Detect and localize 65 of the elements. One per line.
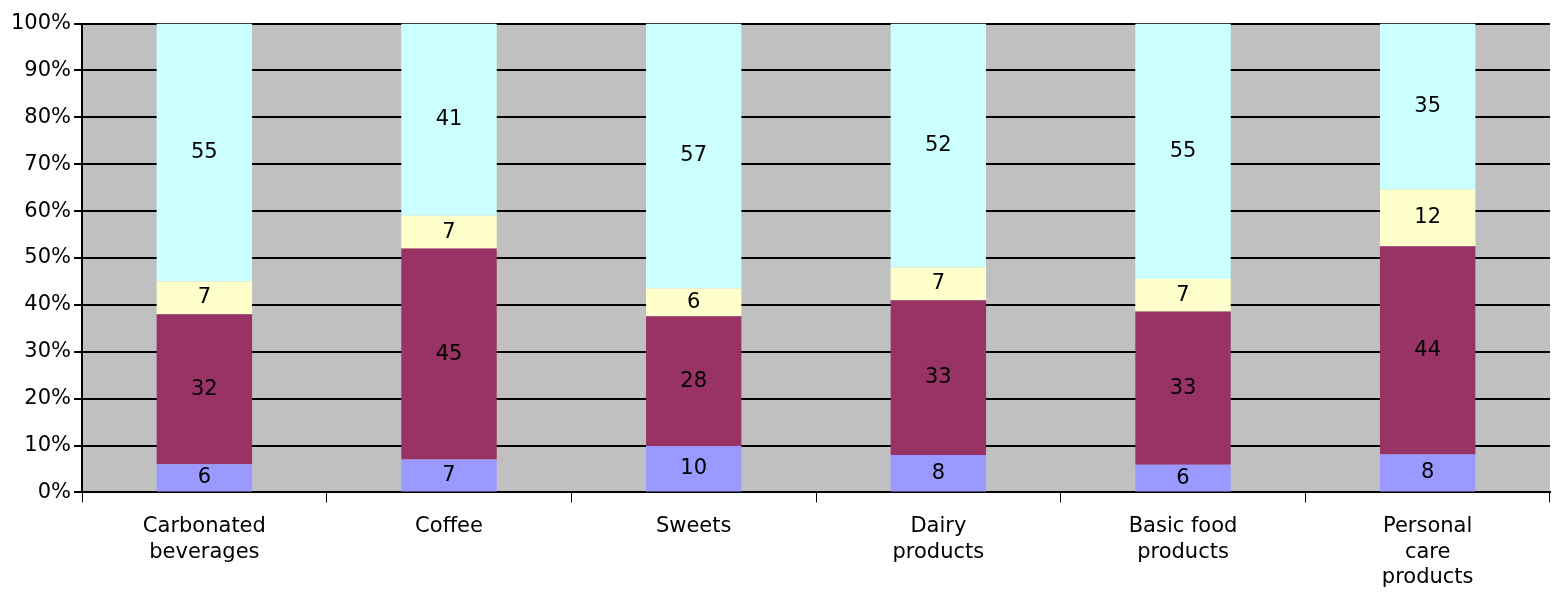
- data-label: 55: [1169, 137, 1197, 162]
- data-label: 45: [435, 340, 463, 365]
- bar: [401, 248, 497, 460]
- bar: [645, 445, 742, 492]
- bar: [1379, 189, 1476, 247]
- bar: [645, 288, 742, 317]
- bar: [1379, 23, 1476, 190]
- y-tick-label: 0%: [37, 478, 72, 503]
- bar: [890, 454, 987, 492]
- data-label: 7: [197, 284, 212, 309]
- data-label: 52: [924, 131, 952, 156]
- x-tick-label: Carbonated beverages: [142, 513, 266, 563]
- data-label: 35: [1414, 93, 1442, 118]
- data-label: 7: [442, 218, 456, 243]
- bar: [645, 316, 742, 446]
- bar: [1379, 246, 1476, 455]
- bar: [1135, 311, 1231, 465]
- bar: [401, 215, 497, 249]
- x-tick-label: Personal care products: [1381, 513, 1474, 588]
- data-label: 8: [1420, 459, 1435, 484]
- y-tick-label: 60%: [24, 197, 72, 222]
- bar: [401, 23, 497, 216]
- bar: [645, 23, 742, 289]
- bar: [156, 314, 253, 465]
- bar: [156, 23, 253, 282]
- data-label: 6: [197, 464, 212, 489]
- x-tick-label: Dairy products: [892, 513, 985, 563]
- data-label: 8: [931, 459, 946, 484]
- data-label: 44: [1414, 336, 1442, 361]
- data-label: 33: [924, 364, 952, 388]
- data-label: 32: [191, 375, 218, 400]
- bar: [890, 267, 987, 301]
- bar: [1135, 464, 1231, 492]
- y-tick-label: 30%: [24, 338, 72, 363]
- x-tick-label: Coffee: [415, 513, 483, 538]
- y-tick-label: 40%: [24, 291, 72, 316]
- data-label: 7: [442, 461, 456, 486]
- x-tick-label: Sweets: [655, 513, 732, 538]
- data-label: 6: [687, 288, 701, 313]
- data-label: 7: [931, 270, 946, 295]
- y-tick-label: 20%: [24, 385, 72, 410]
- data-label: 57: [680, 142, 708, 167]
- bar: [1135, 23, 1231, 280]
- bar: [401, 459, 497, 492]
- data-label: 41: [435, 106, 463, 131]
- data-label: 6: [1176, 464, 1190, 489]
- data-label: 28: [680, 367, 708, 392]
- y-tick-label: 10%: [24, 431, 72, 456]
- bar: [890, 23, 987, 268]
- data-label: 7: [1176, 281, 1190, 306]
- y-tick-label: 100%: [10, 10, 72, 35]
- data-label: 33: [1169, 374, 1197, 399]
- data-label: 10: [680, 455, 708, 480]
- y-tick-label: 50%: [24, 244, 72, 269]
- bar: [156, 464, 253, 492]
- bar: [1379, 454, 1476, 492]
- bar: [890, 300, 987, 455]
- y-tick-label: 70%: [24, 150, 72, 175]
- y-tick-label: 80%: [24, 103, 72, 128]
- y-tick-label: 90%: [24, 56, 72, 81]
- data-label: 55: [191, 138, 218, 163]
- bar: [1135, 279, 1231, 312]
- bar: [156, 281, 253, 315]
- x-tick-label: Basic food products: [1128, 513, 1238, 563]
- data-label: 12: [1414, 204, 1442, 229]
